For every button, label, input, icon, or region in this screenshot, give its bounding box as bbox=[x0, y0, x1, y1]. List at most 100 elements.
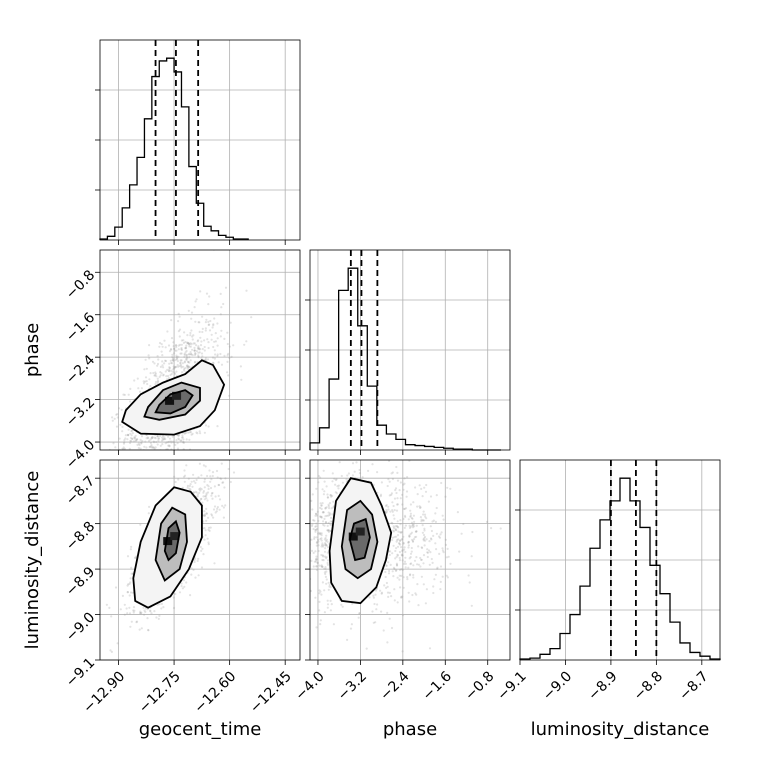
sample-point bbox=[188, 353, 191, 356]
sample-point bbox=[314, 560, 317, 563]
sample-point bbox=[179, 361, 182, 364]
sample-point bbox=[184, 347, 188, 350]
sample-point bbox=[440, 531, 443, 534]
sample-point bbox=[329, 586, 332, 589]
sample-point bbox=[324, 547, 327, 550]
sample-point bbox=[335, 478, 338, 481]
sample-point bbox=[297, 512, 299, 514]
sample-point bbox=[289, 569, 291, 571]
sample-point bbox=[132, 611, 135, 614]
sample-point bbox=[320, 593, 323, 596]
sample-point bbox=[319, 532, 322, 535]
sample-point bbox=[207, 320, 210, 323]
sample-point bbox=[199, 344, 203, 347]
sample-point bbox=[197, 351, 200, 354]
sample-point bbox=[422, 538, 425, 541]
sample-point bbox=[118, 437, 121, 440]
sample-point bbox=[206, 491, 210, 494]
sample-point bbox=[302, 558, 304, 560]
sample-point bbox=[311, 508, 314, 511]
sample-point bbox=[224, 477, 227, 480]
sample-point bbox=[124, 493, 126, 495]
sample-point bbox=[293, 503, 295, 505]
sample-point bbox=[421, 531, 424, 534]
sample-point bbox=[296, 565, 298, 567]
sample-point bbox=[441, 575, 444, 578]
sample-point bbox=[395, 569, 398, 572]
y-tick-label: −8.9 bbox=[63, 564, 98, 599]
sample-point bbox=[197, 339, 200, 342]
sample-point bbox=[416, 493, 419, 496]
sample-point bbox=[211, 457, 213, 459]
sample-point bbox=[202, 495, 205, 498]
sample-point bbox=[410, 546, 413, 550]
sample-point bbox=[422, 583, 425, 586]
sample-point bbox=[135, 620, 139, 623]
sample-point bbox=[171, 355, 174, 359]
sample-point bbox=[410, 516, 413, 520]
sample-point bbox=[122, 442, 126, 445]
sample-point bbox=[198, 348, 201, 351]
sample-point bbox=[422, 513, 425, 516]
sample-point bbox=[321, 565, 324, 569]
sample-point bbox=[317, 540, 320, 543]
sample-point bbox=[171, 358, 174, 361]
sample-point bbox=[379, 495, 382, 498]
sample-point bbox=[350, 623, 353, 626]
sample-point bbox=[396, 554, 400, 557]
sample-point bbox=[401, 650, 404, 653]
sample-point bbox=[210, 338, 213, 341]
sample-point bbox=[441, 549, 444, 552]
sample-point bbox=[400, 554, 403, 557]
sample-point bbox=[336, 485, 339, 488]
sample-point bbox=[417, 545, 420, 548]
sample-point bbox=[413, 536, 416, 539]
sample-point bbox=[205, 507, 208, 510]
sample-point bbox=[226, 342, 229, 346]
sample-point bbox=[410, 562, 413, 565]
sample-point bbox=[173, 371, 176, 374]
sample-point bbox=[110, 615, 113, 618]
sample-point bbox=[133, 436, 136, 439]
sample-point bbox=[412, 538, 416, 541]
sample-point bbox=[129, 387, 132, 390]
sample-point bbox=[143, 609, 146, 612]
sample-point bbox=[196, 347, 200, 350]
sample-point bbox=[418, 505, 421, 508]
sample-point bbox=[348, 454, 350, 456]
sample-point bbox=[402, 488, 405, 491]
sample-point bbox=[387, 508, 390, 511]
sample-point bbox=[401, 568, 404, 572]
sample-point bbox=[391, 477, 394, 481]
sample-point bbox=[355, 461, 358, 464]
sample-point bbox=[185, 438, 188, 441]
sample-point bbox=[395, 547, 398, 550]
sample-point bbox=[319, 590, 322, 593]
sample-point bbox=[181, 434, 184, 437]
sample-point bbox=[180, 439, 183, 442]
sample-point bbox=[212, 345, 215, 349]
sample-point bbox=[320, 537, 323, 540]
sample-point bbox=[393, 497, 397, 500]
sample-point bbox=[327, 521, 330, 525]
sample-point bbox=[145, 367, 148, 370]
sample-point bbox=[142, 606, 145, 609]
sample-point bbox=[197, 321, 200, 324]
sample-point bbox=[324, 507, 327, 510]
sample-point bbox=[433, 578, 436, 581]
sample-point bbox=[177, 437, 180, 440]
sample-point bbox=[180, 339, 183, 342]
sample-point bbox=[313, 519, 316, 522]
sample-point bbox=[320, 539, 323, 542]
sample-point bbox=[204, 495, 207, 498]
sample-point bbox=[434, 542, 437, 545]
sample-point bbox=[390, 492, 393, 495]
sample-point bbox=[398, 542, 401, 545]
sample-point bbox=[189, 366, 192, 369]
x-tick-label: −0.8 bbox=[462, 668, 497, 703]
sample-point bbox=[396, 520, 399, 523]
sample-point bbox=[156, 443, 159, 446]
sample-point bbox=[148, 378, 151, 381]
sample-point bbox=[146, 436, 149, 439]
sample-point bbox=[178, 364, 181, 368]
